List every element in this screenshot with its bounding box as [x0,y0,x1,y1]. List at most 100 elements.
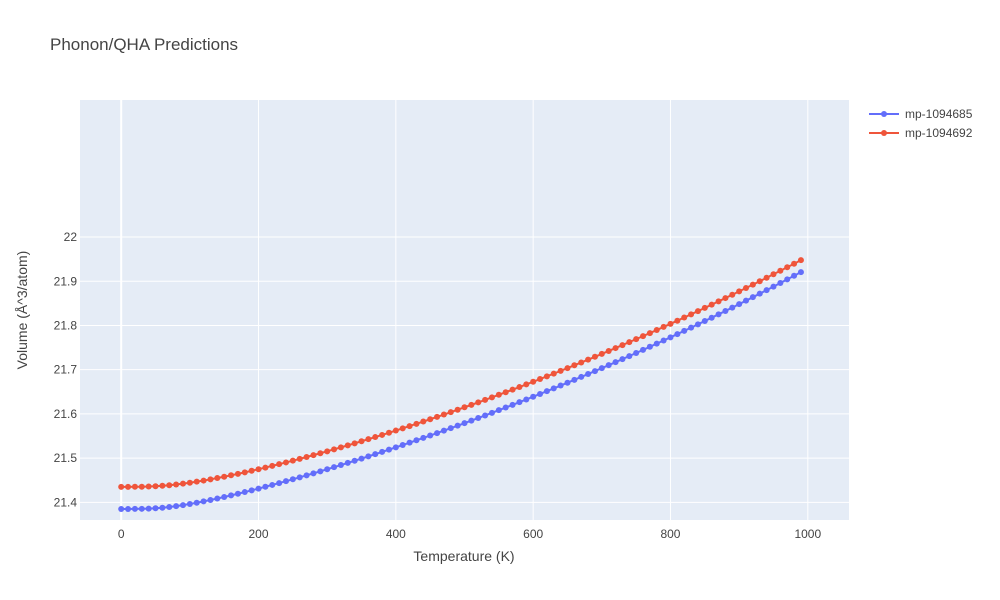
legend-item[interactable]: mp-1094692 [869,126,973,140]
data-point [145,483,152,490]
data-point [159,504,166,511]
data-point [729,291,736,298]
data-point [241,489,248,496]
data-point [598,350,605,357]
data-point [502,389,509,396]
x-tick-label: 1000 [794,527,821,541]
data-point [523,381,530,388]
data-point [756,278,763,285]
data-point [228,492,235,499]
data-point [118,505,125,512]
data-point [571,376,578,383]
data-point [749,281,756,288]
data-point [653,327,660,334]
data-point [276,480,283,487]
data-point [282,459,289,466]
data-point [784,276,791,283]
data-point [392,444,399,451]
data-point [351,457,358,464]
data-point [331,446,338,453]
data-point [413,437,420,444]
y-axis-ticks: 21.4 21.5 21.6 21.7 21.8 21.9 22 [54,230,78,509]
data-point [131,483,138,490]
data-point [509,386,516,393]
data-point [310,452,317,459]
data-point [743,297,750,304]
x-axis-title: Temperature (K) [413,548,514,564]
data-point [372,451,379,458]
x-tick-label: 0 [118,527,125,541]
data-point [550,370,557,377]
data-point [633,350,640,357]
data-point [138,483,145,490]
data-point [585,371,592,378]
data-point [234,470,241,477]
data-point [550,385,557,392]
data-point [447,425,454,432]
data-point [681,314,688,321]
data-point [482,396,489,403]
y-axis-title: Volume (Å^3/atom) [14,251,30,370]
data-point [708,314,715,321]
data-point [269,481,276,488]
data-point [509,401,516,408]
data-point [674,331,681,338]
data-point [708,301,715,308]
data-point [152,483,159,490]
data-point [791,272,798,279]
data-point [125,483,132,490]
data-point [303,454,310,460]
data-point [262,483,269,490]
series-mp-1094685 [118,269,804,512]
plot-area [80,100,849,520]
data-point [722,307,729,314]
data-point [482,412,489,419]
data-point [736,288,743,295]
data-point [701,318,708,325]
data-point [159,482,166,489]
legend-item[interactable]: mp-1094685 [869,107,973,121]
data-point [440,411,447,418]
data-point [660,337,667,344]
data-point [653,340,660,347]
data-point [145,505,152,512]
x-tick-label: 600 [523,527,543,541]
data-point [193,478,200,485]
data-point [379,431,386,438]
data-point [715,311,722,318]
data-point [722,295,729,302]
data-point [193,499,200,506]
data-point [331,464,338,471]
data-point [797,257,804,264]
data-point [488,394,495,401]
data-point [537,390,544,397]
legend[interactable]: mp-1094685 mp-1094692 [869,107,973,140]
data-point [674,317,681,324]
data-point [358,438,365,445]
data-point [447,409,454,416]
y-tick-label: 21.4 [54,495,78,509]
data-point [179,480,186,487]
data-point [715,298,722,305]
data-point [241,469,248,476]
series-line [121,271,802,510]
data-point [406,439,413,446]
data-point [598,365,605,372]
data-point [646,343,653,350]
data-point [591,368,598,375]
legend-swatch-marker [881,111,887,117]
data-point [626,353,633,360]
data-point [468,401,475,408]
data-point [612,359,619,366]
data-point [667,320,674,327]
data-point [619,356,626,363]
data-point [557,367,564,374]
data-point [173,481,180,488]
y-tick-label: 21.8 [54,318,78,332]
data-point [221,473,228,480]
series-mp-1094692 [118,257,804,490]
data-point [557,382,564,389]
data-point [118,483,125,490]
data-point [296,474,303,481]
data-point [537,376,544,383]
